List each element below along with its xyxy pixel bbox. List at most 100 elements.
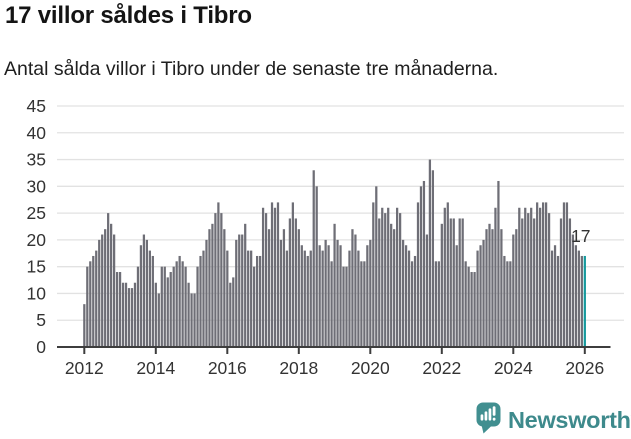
bar <box>98 239 101 347</box>
bar <box>184 266 187 347</box>
bar <box>309 250 312 347</box>
bar <box>253 266 256 347</box>
y-tick-label: 45 <box>27 96 46 116</box>
highlighted-bar <box>583 255 586 347</box>
bar <box>294 218 297 347</box>
bar <box>509 261 512 347</box>
bar <box>285 250 289 347</box>
bar <box>327 245 330 347</box>
bar <box>533 218 536 347</box>
newsworthy-logo-icon <box>476 402 501 434</box>
bar <box>83 304 86 347</box>
bar <box>494 207 497 347</box>
bar <box>130 288 134 347</box>
bar <box>223 229 226 347</box>
bar <box>267 229 271 347</box>
bar <box>89 261 92 347</box>
bar <box>226 250 229 347</box>
bar <box>565 202 569 347</box>
bar <box>211 223 214 347</box>
bar <box>139 245 143 347</box>
bar <box>422 180 426 347</box>
bar <box>276 202 280 347</box>
bar <box>247 250 250 347</box>
bar <box>178 255 181 347</box>
x-tick-label: 2018 <box>279 358 318 378</box>
bar <box>518 207 521 347</box>
bar <box>187 282 190 347</box>
bar <box>381 207 384 347</box>
bar <box>190 293 193 347</box>
bar <box>485 229 488 347</box>
bar <box>336 239 339 347</box>
chart-subtitle: Antal sålda villor i Tibro under de sena… <box>4 58 499 80</box>
bar <box>199 255 202 347</box>
bar <box>547 213 551 347</box>
bar <box>428 159 432 347</box>
bar <box>202 250 205 347</box>
bar <box>169 272 172 347</box>
bar <box>157 293 160 347</box>
bar <box>279 239 283 347</box>
bar <box>324 239 327 347</box>
bar <box>577 250 580 347</box>
bar <box>232 277 235 347</box>
bar <box>360 261 363 347</box>
bar <box>387 207 390 347</box>
y-tick-label: 30 <box>27 176 47 196</box>
bar <box>524 207 527 347</box>
chart-title: 17 villor såldes i Tibro <box>5 2 252 29</box>
bar <box>282 229 286 347</box>
bar <box>124 282 128 347</box>
bar <box>148 250 151 347</box>
bar <box>220 213 223 347</box>
bar <box>104 229 107 347</box>
bar <box>503 255 506 347</box>
bar <box>217 202 220 347</box>
bar <box>318 245 321 347</box>
bar <box>437 261 440 347</box>
bar <box>175 261 178 347</box>
bar <box>160 266 163 347</box>
bar <box>208 229 211 347</box>
bar <box>86 266 89 347</box>
bar <box>550 250 554 347</box>
bar <box>458 218 461 347</box>
bar <box>372 202 375 347</box>
bar <box>393 229 396 347</box>
bar <box>250 250 253 347</box>
bar <box>127 288 131 347</box>
bar <box>398 213 402 347</box>
bar <box>574 245 578 347</box>
bar <box>270 202 274 347</box>
bar <box>273 207 277 347</box>
x-tick-label: 2026 <box>565 358 604 378</box>
bar <box>288 218 292 347</box>
bar <box>506 261 509 347</box>
bar <box>530 207 533 347</box>
bar <box>229 282 232 347</box>
x-tick-label: 2024 <box>494 358 533 378</box>
bar <box>568 218 572 347</box>
x-tick-label: 2016 <box>208 358 247 378</box>
bar <box>416 202 420 347</box>
bar <box>390 223 393 347</box>
bar <box>580 255 583 347</box>
bar <box>193 293 196 347</box>
bar <box>410 261 414 347</box>
bar <box>541 202 545 347</box>
y-tick-label: 0 <box>36 337 46 357</box>
y-tick-label: 10 <box>27 283 47 303</box>
bar <box>107 213 110 347</box>
bar <box>258 255 262 347</box>
bar <box>235 239 238 347</box>
bar <box>431 170 435 347</box>
bar <box>112 234 116 347</box>
bar <box>446 202 449 347</box>
bar <box>345 266 348 347</box>
bar <box>306 255 309 347</box>
bar <box>497 180 500 347</box>
brand-name: Newsworthy <box>508 407 631 433</box>
bar <box>92 255 95 347</box>
